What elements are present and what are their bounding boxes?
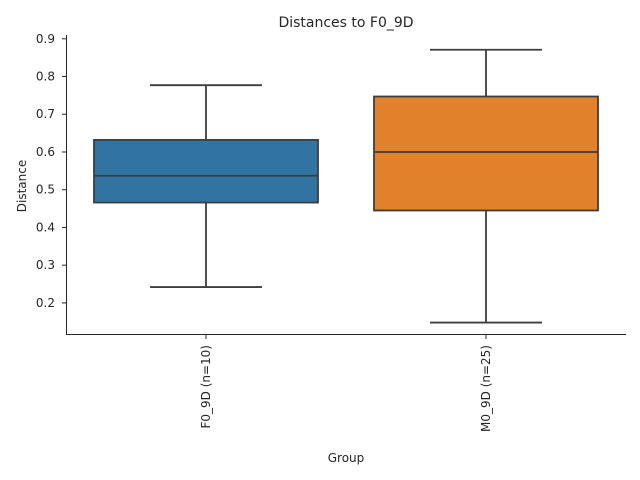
x-axis-label: Group — [328, 451, 365, 465]
y-tick-label: 0.2 — [36, 296, 55, 310]
y-tick-label: 0.6 — [36, 145, 55, 159]
y-axis-label: Distance — [15, 160, 29, 212]
box-group — [93, 84, 319, 288]
box-body — [93, 139, 319, 204]
boxes-group — [93, 48, 599, 324]
x-tick-label: F0_9D (n=10) — [199, 345, 213, 429]
x-axis-ticks: F0_9D (n=10) M0_9D (n=25) — [199, 335, 493, 432]
y-tick-label: 0.4 — [36, 220, 55, 234]
y-tick-label: 0.3 — [36, 258, 55, 272]
box-body — [373, 95, 599, 212]
y-tick-label: 0.7 — [36, 107, 55, 121]
chart-title: Distances to F0_9D — [278, 15, 413, 31]
y-tick-label: 0.9 — [36, 32, 55, 46]
y-tick-label: 0.5 — [36, 183, 55, 197]
y-tick-label: 0.8 — [36, 70, 55, 84]
box-group — [373, 48, 599, 324]
y-axis-ticks: 0.2 0.3 0.4 0.5 0.6 0.7 0.8 0.9 — [36, 32, 66, 310]
x-tick-label: M0_9D (n=25) — [479, 345, 493, 432]
